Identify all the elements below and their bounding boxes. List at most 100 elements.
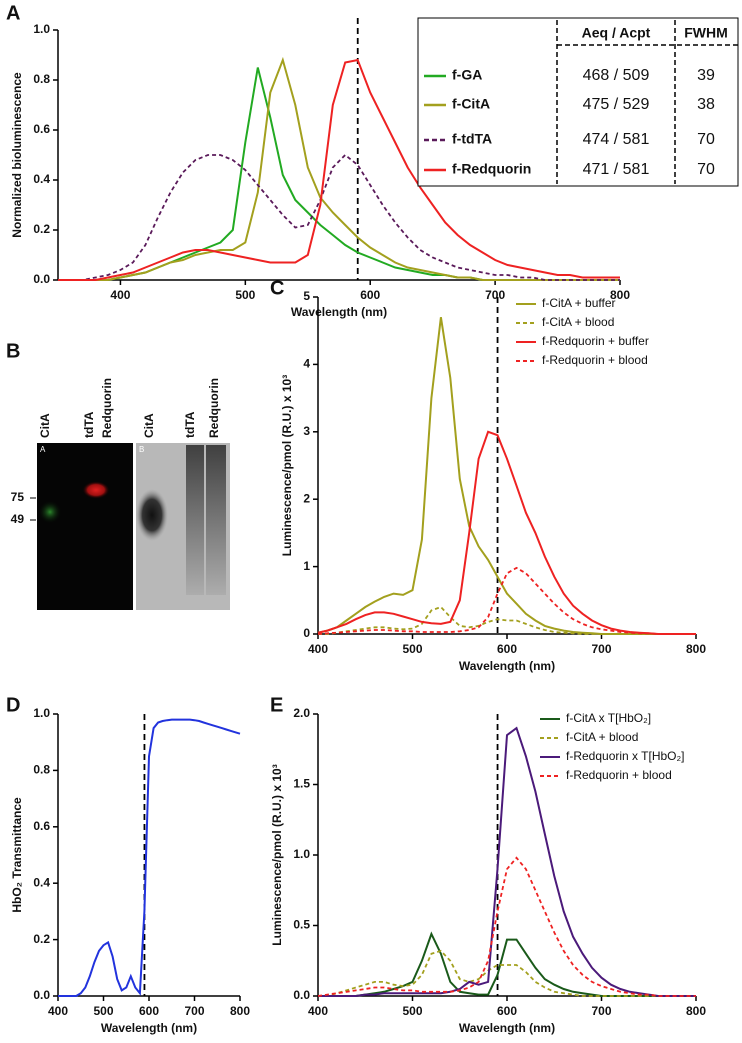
legend-label: f-tdTA xyxy=(452,131,492,147)
y-tick-label: 0.4 xyxy=(33,172,50,186)
x-tick-label: 600 xyxy=(139,1004,159,1018)
lane-label: CitA xyxy=(142,413,156,438)
x-tick-label: 700 xyxy=(591,642,611,656)
y-tick-label: 3 xyxy=(303,424,310,438)
table-cell: 38 xyxy=(697,96,715,113)
y-tick-label: 0.0 xyxy=(33,272,50,286)
y-tick-label: 0.2 xyxy=(33,932,50,946)
y-tick-label: 0.4 xyxy=(33,875,50,889)
x-tick-label: 600 xyxy=(497,642,517,656)
y-tick-label: 0.5 xyxy=(293,918,310,932)
series-line xyxy=(317,566,696,635)
series-line xyxy=(317,856,696,997)
y-tick-label: 1.0 xyxy=(293,847,310,861)
x-tick-label: 400 xyxy=(110,288,130,302)
series-line xyxy=(58,56,620,281)
table-header: Aeq / Acpt xyxy=(582,25,651,41)
x-tick-label: 400 xyxy=(308,642,328,656)
legend-table: Aeq / Acpt FWHM f-GA f-CitA f-tdTA f-Redquori… xyxy=(417,17,739,187)
panel-letter: B xyxy=(6,340,20,362)
lane-label: CitA xyxy=(38,413,52,438)
x-tick-label: 500 xyxy=(402,1004,422,1018)
smear xyxy=(206,445,226,595)
lane-label: Redquorin xyxy=(207,378,221,438)
series-line xyxy=(317,317,696,635)
y-tick-label: 1 xyxy=(303,559,310,573)
blot-fluorescence xyxy=(37,443,133,610)
y-tick-label: 0.0 xyxy=(33,988,50,1002)
table-cell: 471 / 581 xyxy=(583,161,650,178)
x-tick-label: 500 xyxy=(235,288,255,302)
y-tick-label: 1.5 xyxy=(293,777,310,791)
x-tick-label: 800 xyxy=(610,288,630,302)
y-tick-label: 0.8 xyxy=(33,763,50,777)
legend-label: f-Redquorin + blood xyxy=(566,768,672,782)
table-cell: 70 xyxy=(697,131,715,148)
y-tick-label: 4 xyxy=(303,357,310,371)
lane-label: tdTA xyxy=(82,411,96,438)
blot xyxy=(30,443,230,610)
x-tick-label: 600 xyxy=(497,1004,517,1018)
x-tick-label: 500 xyxy=(93,1004,113,1018)
legend-label: f-CitA xyxy=(452,96,490,112)
table-cell: 474 / 581 xyxy=(583,131,650,148)
x-axis-label: Wavelength (nm) xyxy=(291,305,387,319)
marker-label: 75 xyxy=(11,490,25,504)
x-tick-label: 600 xyxy=(360,288,380,302)
blot-divider xyxy=(133,443,136,610)
legend-label: f-Redquorin + blood xyxy=(542,353,648,367)
inset-label: A xyxy=(40,445,46,454)
marker-label: 49 xyxy=(11,512,25,526)
band xyxy=(82,481,110,499)
y-tick-label: 0.2 xyxy=(33,222,50,236)
table-cell: 70 xyxy=(697,161,715,178)
x-tick-label: 800 xyxy=(230,1004,250,1018)
series-line xyxy=(317,430,696,635)
lane-label: Redquorin xyxy=(100,378,114,438)
y-axis-label: HbO₂ Transmittance xyxy=(10,797,24,913)
x-tick-label: 700 xyxy=(184,1004,204,1018)
x-tick-label: 500 xyxy=(402,642,422,656)
y-tick-label: 0.6 xyxy=(33,122,50,136)
x-tick-label: 400 xyxy=(308,1004,328,1018)
legend-label: f-GA xyxy=(452,67,482,83)
series-line xyxy=(318,949,696,997)
y-axis-label: Luminescence/pmol (R.U.) x 10³ xyxy=(270,764,284,945)
y-tick-label: 0.0 xyxy=(293,988,310,1002)
y-tick-label: 0 xyxy=(303,626,310,640)
y-tick-label: 2.0 xyxy=(293,706,310,720)
lane-label: tdTA xyxy=(183,411,197,438)
x-tick-label: 400 xyxy=(48,1004,68,1018)
table-cell: 475 / 529 xyxy=(583,96,650,113)
y-tick-label: 1.0 xyxy=(33,22,50,36)
y-tick-label: 0.8 xyxy=(33,72,50,86)
x-tick-label: 700 xyxy=(591,1004,611,1018)
table-frame xyxy=(417,17,739,187)
series-line xyxy=(318,605,696,635)
band xyxy=(136,489,168,541)
legend-label: f-Redquorin xyxy=(452,161,531,177)
legend-label: f-CitA + blood xyxy=(566,730,638,744)
x-tick-label: 800 xyxy=(686,1004,706,1018)
y-tick-label: 2 xyxy=(303,491,310,505)
legend-label: f-CitA + buffer xyxy=(542,296,615,310)
series-line xyxy=(58,153,620,281)
series-line xyxy=(58,718,241,997)
series-line xyxy=(58,58,620,281)
x-axis-label: Wavelength (nm) xyxy=(101,1021,197,1035)
smear xyxy=(186,445,204,595)
panel-letter: E xyxy=(270,694,283,716)
table-cell: 39 xyxy=(697,67,715,84)
panel-letter: A xyxy=(6,2,20,24)
legend-label: f-CitA x T[HbO₂] xyxy=(566,711,651,725)
inset-label: B xyxy=(139,445,144,454)
y-axis-label: Luminescence/pmol (R.U.) x 10³ xyxy=(280,375,294,556)
y-tick-label: 5 xyxy=(303,289,310,303)
table-cell: 468 / 509 xyxy=(583,67,650,84)
x-axis-label: Wavelength (nm) xyxy=(459,1021,555,1035)
table-header: FWHM xyxy=(684,25,728,41)
y-axis-label: Normalized bioluminescence xyxy=(10,72,24,238)
legend-label: f-Redquorin + buffer xyxy=(542,334,649,348)
x-tick-label: 800 xyxy=(686,642,706,656)
